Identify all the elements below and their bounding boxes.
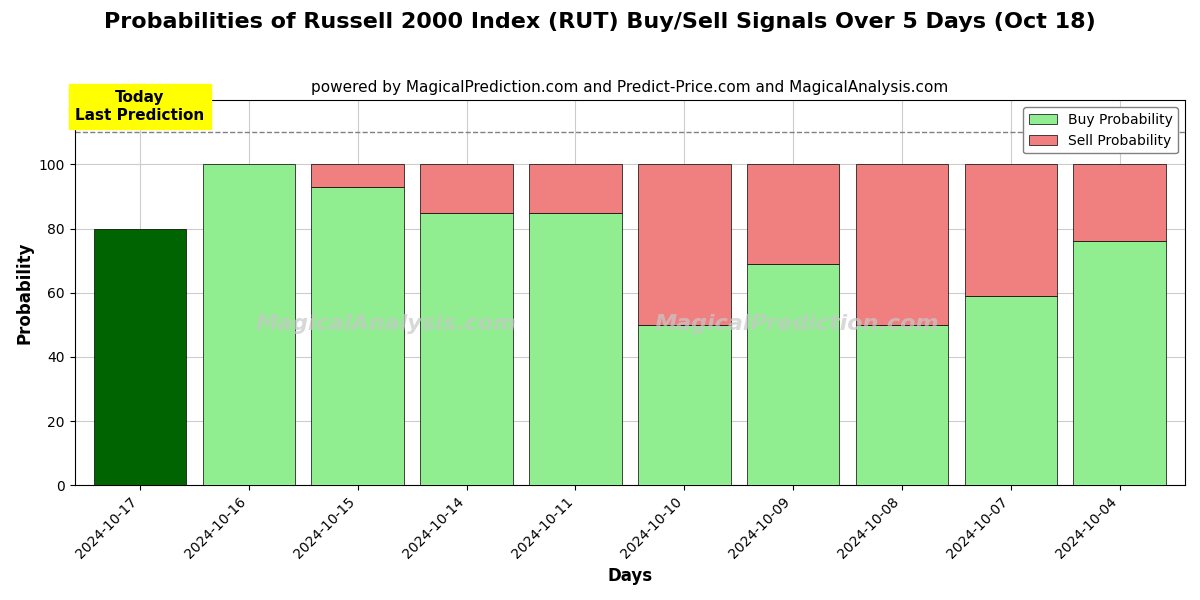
Bar [203, 164, 295, 485]
Y-axis label: Probability: Probability [16, 241, 34, 344]
Bar [746, 264, 839, 485]
Text: MagicalPrediction.com: MagicalPrediction.com [654, 314, 938, 334]
Bar [312, 164, 404, 187]
Bar [965, 296, 1057, 485]
Bar [746, 164, 839, 264]
Text: Today
Last Prediction: Today Last Prediction [76, 91, 204, 123]
Bar [529, 164, 622, 212]
Bar [312, 187, 404, 485]
Bar [965, 164, 1057, 296]
Legend: Buy Probability, Sell Probability: Buy Probability, Sell Probability [1024, 107, 1178, 154]
Bar [856, 325, 948, 485]
X-axis label: Days: Days [607, 567, 653, 585]
Bar [529, 212, 622, 485]
Bar [420, 212, 512, 485]
Text: Probabilities of Russell 2000 Index (RUT) Buy/Sell Signals Over 5 Days (Oct 18): Probabilities of Russell 2000 Index (RUT… [104, 12, 1096, 32]
Bar [1074, 241, 1166, 485]
Bar [94, 229, 186, 485]
Title: powered by MagicalPrediction.com and Predict-Price.com and MagicalAnalysis.com: powered by MagicalPrediction.com and Pre… [311, 80, 948, 95]
Bar [420, 164, 512, 212]
Bar [638, 164, 731, 325]
Text: MagicalAnalysis.com: MagicalAnalysis.com [256, 314, 516, 334]
Bar [1074, 164, 1166, 241]
Bar [856, 164, 948, 325]
Bar [638, 325, 731, 485]
